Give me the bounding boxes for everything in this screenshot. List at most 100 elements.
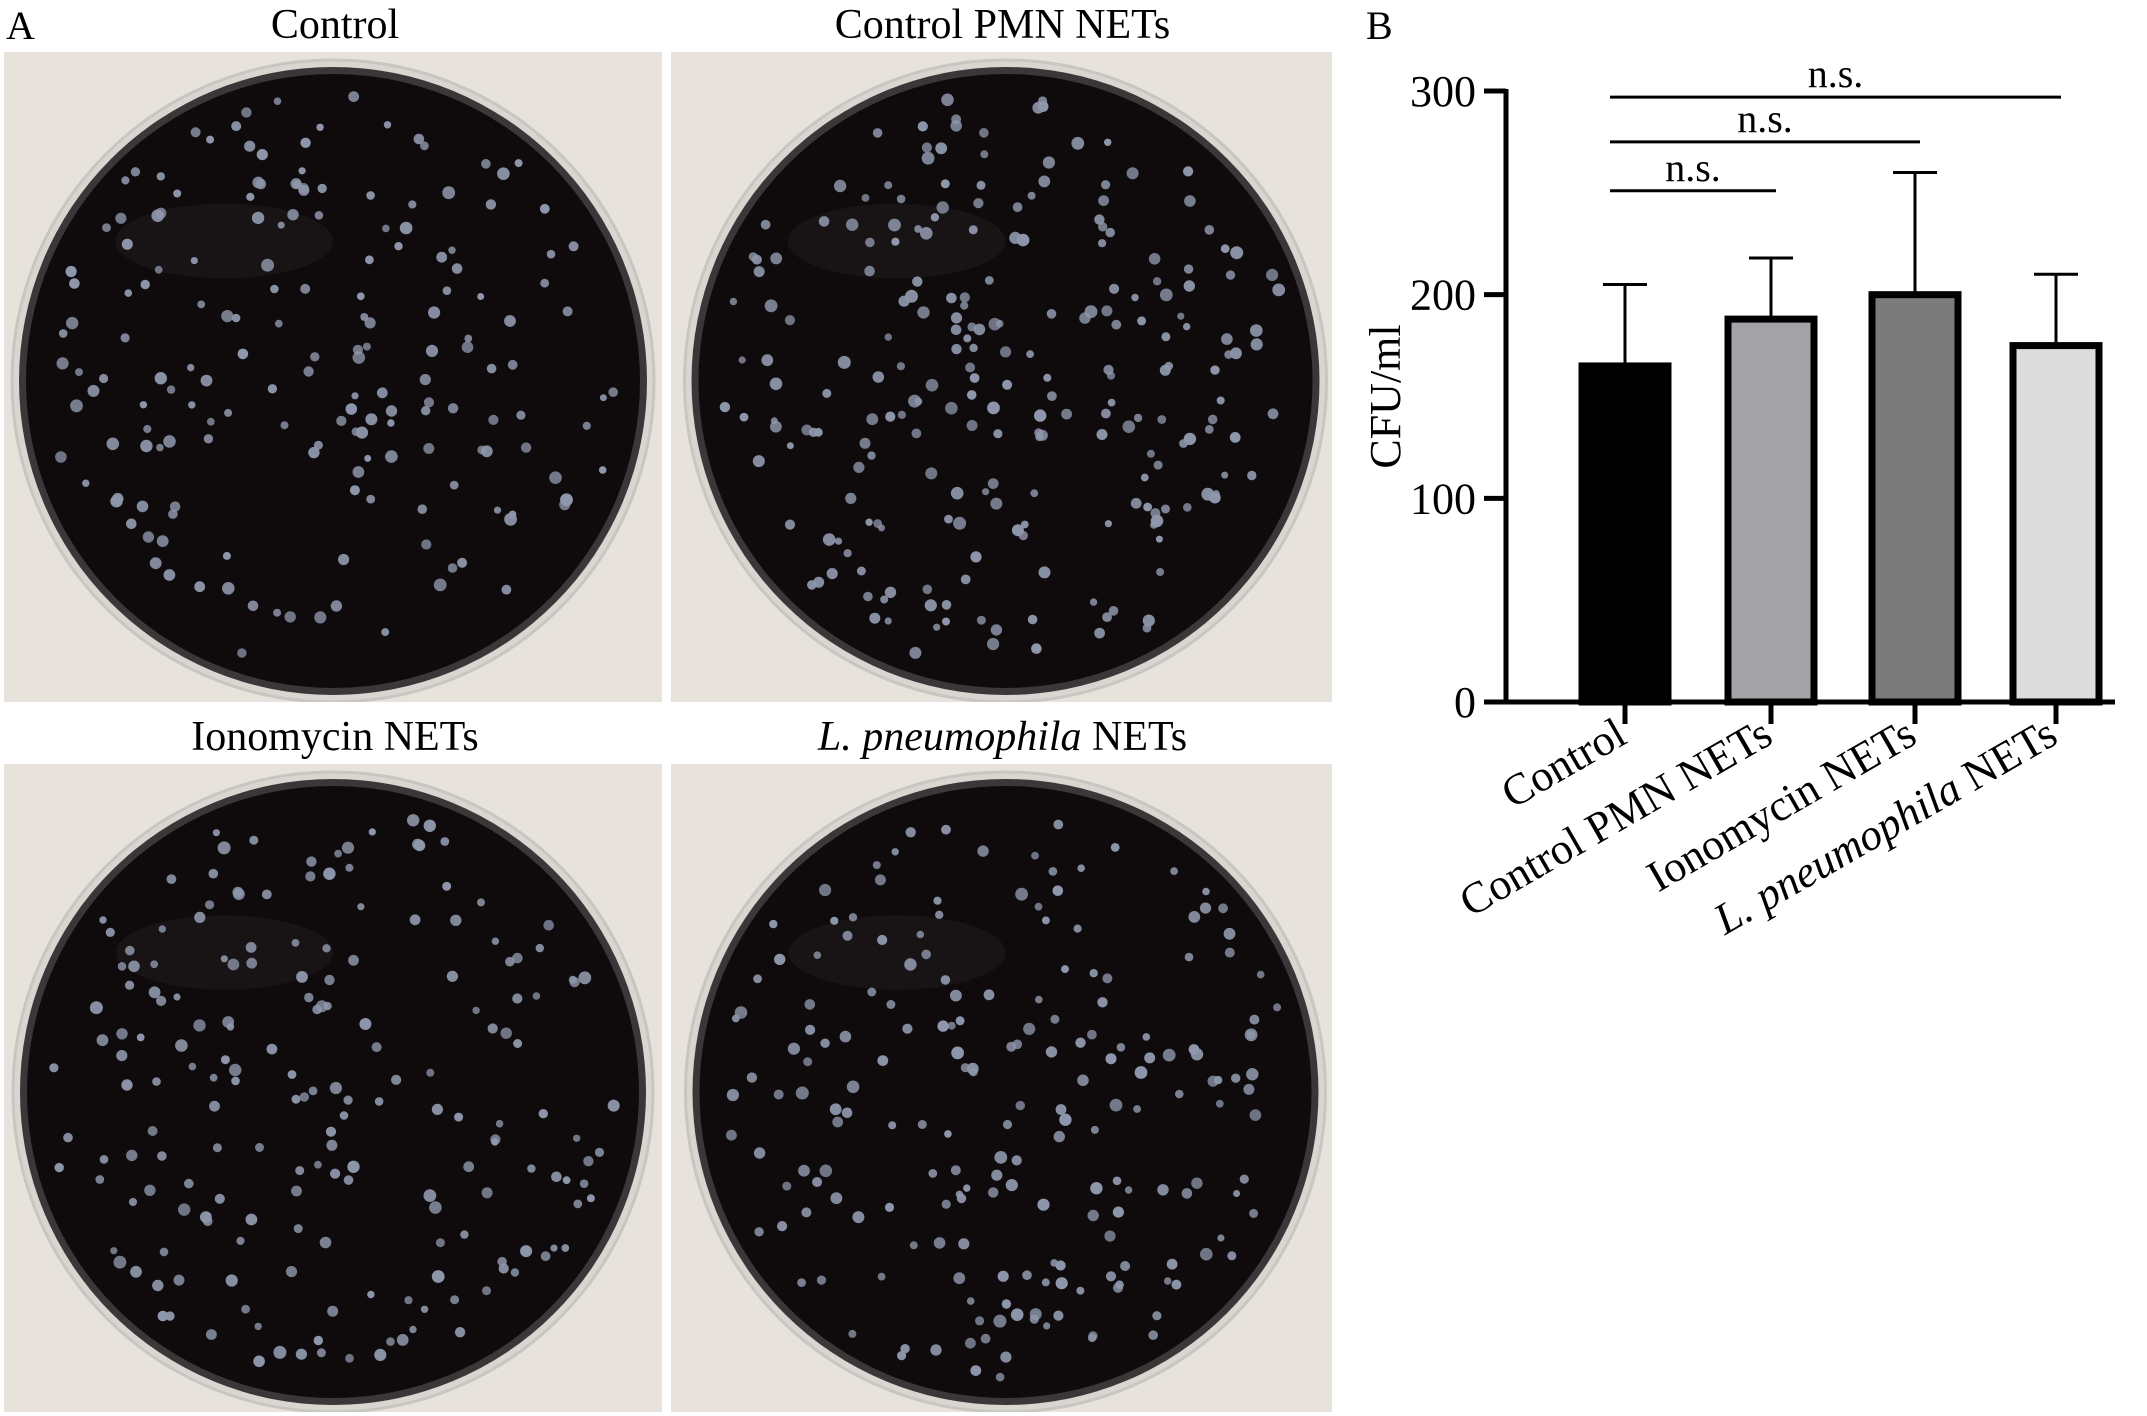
colony: [896, 362, 905, 371]
colony: [1126, 167, 1139, 180]
colony: [959, 292, 970, 303]
colony: [1059, 1113, 1072, 1126]
colony: [482, 1286, 491, 1296]
colony: [381, 628, 390, 637]
colony: [833, 179, 847, 193]
colony: [729, 297, 738, 306]
colony: [206, 1329, 217, 1340]
colony: [1016, 233, 1030, 247]
colony: [773, 1089, 784, 1100]
colony: [968, 225, 978, 235]
colony: [300, 137, 311, 148]
colony: [244, 140, 256, 152]
colony: [1089, 598, 1098, 606]
colony: [75, 368, 83, 377]
colony: [1212, 490, 1220, 498]
colony: [448, 246, 456, 254]
colony: [520, 1245, 533, 1258]
colony: [1105, 227, 1115, 238]
colony: [1134, 1066, 1148, 1079]
colony: [803, 1057, 813, 1067]
colony: [420, 1305, 429, 1313]
colony: [217, 841, 231, 855]
colony: [477, 293, 485, 300]
glare: [115, 203, 334, 279]
colony: [808, 427, 819, 437]
colony: [423, 819, 436, 832]
colony: [362, 342, 371, 351]
colony: [270, 284, 279, 294]
colony: [464, 334, 473, 343]
colony: [1015, 887, 1028, 901]
colony: [442, 186, 456, 200]
colony: [1041, 916, 1050, 925]
colony: [1267, 408, 1279, 420]
colony: [984, 276, 994, 285]
colony: [1104, 520, 1112, 528]
colony: [429, 1201, 442, 1214]
colony: [739, 412, 749, 422]
colony: [950, 120, 962, 132]
colony: [950, 1165, 961, 1176]
colony: [110, 1247, 118, 1255]
colony: [1105, 1053, 1117, 1065]
colony: [374, 1097, 384, 1106]
colony: [1018, 530, 1028, 541]
colony: [769, 919, 778, 929]
colony: [1105, 1271, 1117, 1282]
colony: [225, 1274, 238, 1287]
colony: [343, 1175, 354, 1185]
colony: [420, 141, 429, 151]
colony: [293, 1224, 303, 1234]
colony: [241, 107, 252, 118]
colony: [1272, 283, 1286, 297]
colony: [1155, 535, 1163, 543]
colony: [1230, 246, 1244, 260]
colony: [1256, 970, 1265, 979]
colony: [208, 868, 219, 879]
colony: [980, 150, 989, 159]
colony: [930, 1344, 942, 1356]
colony: [1043, 373, 1052, 382]
colony: [1183, 322, 1191, 331]
colony: [1181, 1188, 1193, 1199]
colony: [966, 420, 978, 431]
colony: [822, 388, 832, 398]
y-tick-label: 200: [1410, 271, 1476, 320]
colony: [413, 133, 425, 145]
colony: [345, 403, 358, 415]
colony: [159, 1247, 169, 1257]
colony: [1159, 364, 1171, 376]
colony: [148, 986, 161, 999]
colony: [801, 1207, 812, 1218]
colony: [200, 1211, 212, 1223]
colony: [1061, 408, 1072, 420]
colony: [950, 486, 964, 500]
colony: [446, 970, 458, 982]
colony: [1012, 202, 1023, 213]
colony: [310, 352, 320, 362]
colony: [255, 1143, 264, 1152]
colony: [1156, 568, 1165, 576]
colony: [1124, 1186, 1133, 1194]
colony: [497, 167, 510, 180]
colony: [973, 198, 984, 209]
colony: [513, 1039, 523, 1048]
glare: [788, 915, 1006, 990]
colony: [1027, 191, 1036, 200]
colony: [969, 373, 980, 383]
colony: [209, 1073, 218, 1082]
colony: [1142, 1033, 1151, 1041]
colony: [347, 1160, 360, 1173]
colony: [1038, 566, 1051, 579]
colony: [58, 329, 68, 338]
colony: [1239, 1174, 1249, 1184]
colony: [166, 385, 176, 394]
colony: [1217, 1234, 1225, 1242]
colony: [1120, 1261, 1131, 1271]
colony: [156, 995, 167, 1006]
colony: [527, 1164, 536, 1173]
colony: [365, 413, 378, 426]
colony: [1122, 420, 1136, 434]
colony: [1246, 1030, 1255, 1040]
